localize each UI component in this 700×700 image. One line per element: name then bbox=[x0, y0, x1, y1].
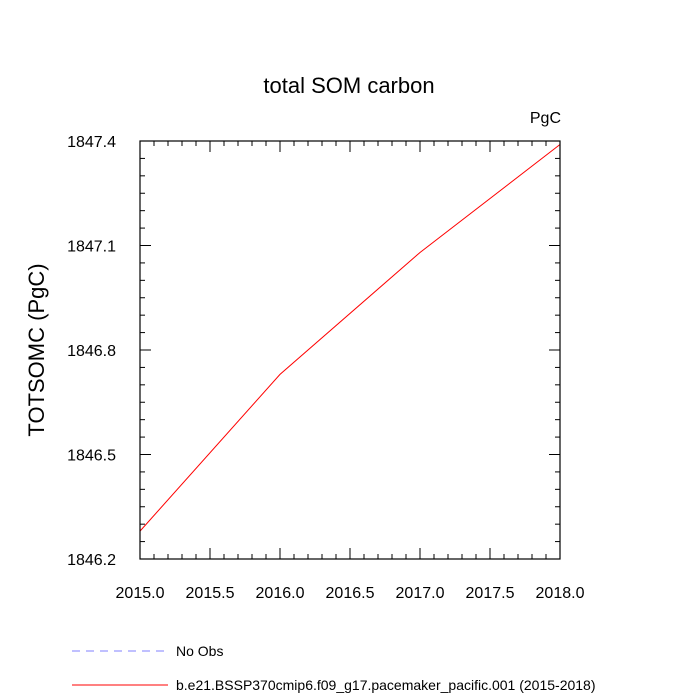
y-axis-label: TOTSOMC (PgC) bbox=[24, 263, 49, 436]
y-tick-label: 1847.1 bbox=[67, 239, 116, 256]
x-tick-label: 2017.5 bbox=[466, 585, 515, 602]
x-tick-label: 2015.5 bbox=[186, 585, 235, 602]
axis-tick-labels: 2015.0 2015.5 2016.0 2016.5 2017.0 2017.5 2018… bbox=[67, 134, 585, 602]
x-tick-label: 2016.0 bbox=[256, 585, 305, 602]
legend-label-no-obs: No Obs bbox=[176, 643, 223, 659]
y-tick-label: 1846.2 bbox=[67, 552, 116, 569]
series-line bbox=[139, 144, 561, 532]
y-tick-label: 1846.5 bbox=[67, 448, 116, 465]
units-label: PgC bbox=[530, 110, 561, 127]
chart-title: total SOM carbon bbox=[263, 73, 434, 98]
y-tick-label: 1847.4 bbox=[67, 134, 116, 151]
x-tick-label: 2017.0 bbox=[396, 585, 445, 602]
plot-frame bbox=[139, 140, 561, 560]
series-layer bbox=[139, 144, 561, 532]
legend-label-series: b.e21.BSSP370cmip6.f09_g17.pacemaker_pac… bbox=[176, 677, 596, 693]
y-tick-label: 1846.8 bbox=[67, 343, 116, 360]
axis-ticks bbox=[139, 140, 561, 560]
legend: No Obs b.e21.BSSP370cmip6.f09_g17.pacema… bbox=[72, 643, 596, 693]
x-tick-label: 2016.5 bbox=[326, 585, 375, 602]
x-tick-label: 2015.0 bbox=[116, 585, 165, 602]
x-tick-label: 2018.0 bbox=[536, 585, 585, 602]
